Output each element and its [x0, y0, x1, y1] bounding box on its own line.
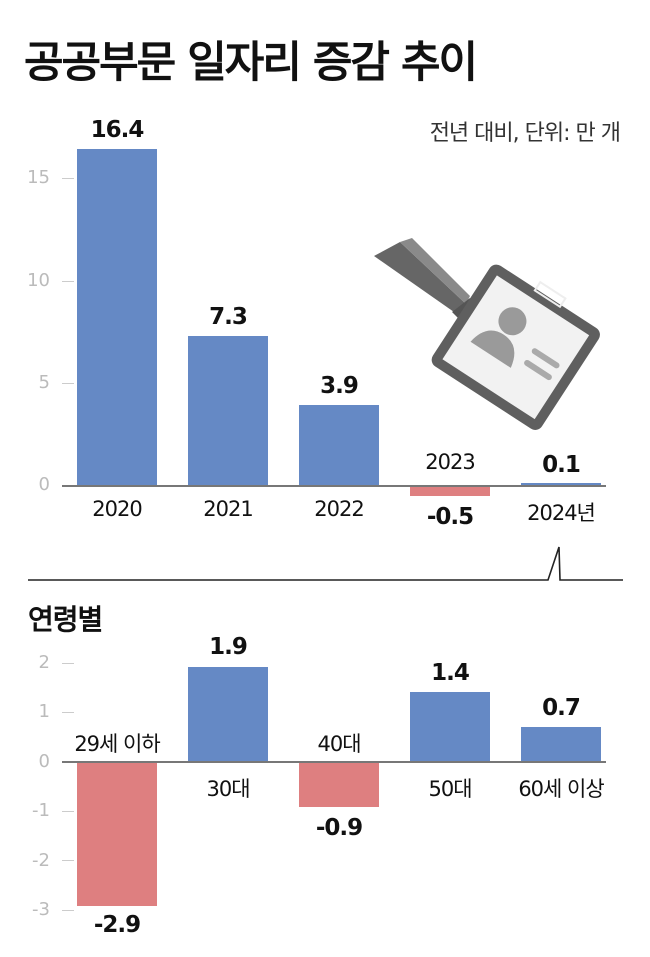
bar-40s — [299, 762, 379, 807]
y-tick: 0 — [38, 751, 50, 772]
category-label: 2021 — [203, 497, 253, 521]
category-label: 60세 이상 — [518, 777, 604, 801]
category-label: 2024년 — [527, 501, 596, 525]
category-label: 29세 이하 — [74, 732, 160, 756]
category-label: 2022 — [314, 497, 364, 521]
section-divider — [28, 546, 623, 581]
tick-mark — [62, 281, 74, 282]
y-tick: -3 — [32, 899, 50, 920]
value-label: 0.1 — [542, 452, 581, 478]
bar-2024 — [521, 483, 601, 485]
y-tick: 5 — [38, 372, 50, 393]
y-tick: 10 — [27, 270, 50, 291]
y-tick: -2 — [32, 850, 50, 871]
y-tick: -1 — [32, 800, 50, 821]
bar-50s — [410, 692, 490, 762]
y-tick: 0 — [38, 474, 50, 495]
value-label: 16.4 — [90, 117, 145, 143]
tick-mark — [62, 811, 74, 812]
value-label: -0.9 — [315, 815, 363, 841]
tick-mark — [62, 383, 74, 384]
id-badge-icon — [374, 238, 600, 430]
chart-title: 공공부문 일자리 증감 추이 — [24, 38, 478, 88]
bar-30s — [188, 667, 268, 762]
category-label: 30대 — [206, 777, 250, 801]
value-label: 0.7 — [542, 695, 581, 721]
bar-2020 — [77, 149, 157, 485]
category-label: 40대 — [317, 732, 361, 756]
y-tick: 15 — [27, 167, 50, 188]
value-label: -0.5 — [426, 504, 474, 530]
tick-mark — [62, 178, 74, 179]
bar-60-over — [521, 727, 601, 762]
value-label: -2.9 — [93, 912, 141, 938]
tick-mark — [62, 860, 74, 861]
value-label: 1.9 — [209, 634, 248, 660]
category-label: 2023 — [425, 450, 475, 474]
y-tick: 1 — [38, 701, 50, 722]
bar-2023 — [410, 486, 490, 496]
bar-2021 — [188, 336, 268, 485]
tick-mark — [62, 712, 74, 713]
y-tick: 2 — [38, 652, 50, 673]
unit-note: 전년 대비, 단위: 만 개 — [429, 121, 621, 146]
category-label: 2020 — [92, 497, 142, 521]
x-axis — [62, 761, 606, 763]
category-label: 50대 — [428, 777, 472, 801]
tick-mark — [62, 910, 74, 911]
value-label: 3.9 — [320, 373, 359, 399]
bar-2022 — [299, 405, 379, 485]
bar-29-under — [77, 762, 157, 906]
section-title-age: 연령별 — [28, 603, 103, 636]
x-axis — [62, 485, 606, 487]
value-label: 7.3 — [209, 304, 248, 330]
tick-mark — [62, 663, 74, 664]
value-label: 1.4 — [431, 660, 470, 686]
